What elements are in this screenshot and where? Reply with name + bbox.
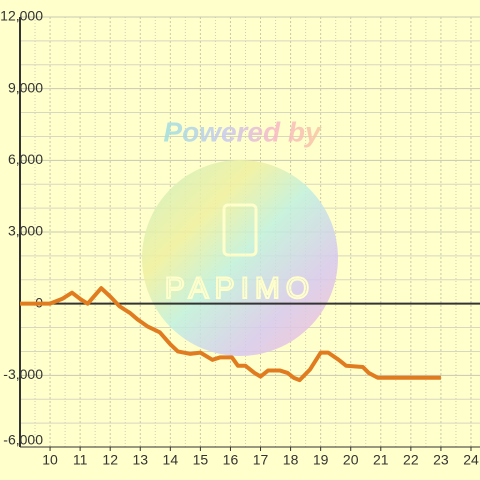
y-tick-label: -6,000 xyxy=(3,432,43,448)
logo-icon xyxy=(222,203,258,257)
x-tick-label: 12 xyxy=(102,452,118,468)
x-tick-label: 17 xyxy=(253,452,269,468)
logo-circle xyxy=(142,160,338,356)
x-tick-label: 24 xyxy=(463,452,479,468)
x-tick-label: 10 xyxy=(42,452,58,468)
y-tick-label: 6,000 xyxy=(8,151,43,167)
logo-text: PAPIMO xyxy=(165,272,315,305)
y-tick-label: 12,000 xyxy=(0,8,43,24)
y-tick-label: 3,000 xyxy=(8,223,43,239)
y-tick-label: -3,000 xyxy=(3,366,43,382)
watermark-text: Powered by xyxy=(163,116,322,147)
data-line xyxy=(20,286,441,383)
x-tick-label: 13 xyxy=(132,452,148,468)
watermark: PAPIMO Powered by xyxy=(142,116,338,356)
x-tick-label: 21 xyxy=(373,452,389,468)
x-tick-label: 11 xyxy=(73,452,88,468)
x-tick-label: 18 xyxy=(283,452,299,468)
x-tick-label: 14 xyxy=(163,452,179,468)
x-tick-label: 22 xyxy=(403,452,419,468)
x-tick-label: 15 xyxy=(193,452,209,468)
x-tick-label: 20 xyxy=(343,452,359,468)
x-tick-label: 23 xyxy=(433,452,449,468)
x-tick-label: 19 xyxy=(313,452,329,468)
y-tick-label: 9,000 xyxy=(8,79,43,95)
x-tick-label: 16 xyxy=(223,452,239,468)
